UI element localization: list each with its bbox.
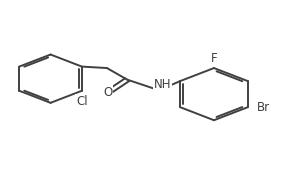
Text: O: O <box>103 86 112 99</box>
Text: Br: Br <box>257 101 270 114</box>
Text: NH: NH <box>154 78 171 91</box>
Text: F: F <box>211 52 217 65</box>
Text: Cl: Cl <box>76 95 88 108</box>
